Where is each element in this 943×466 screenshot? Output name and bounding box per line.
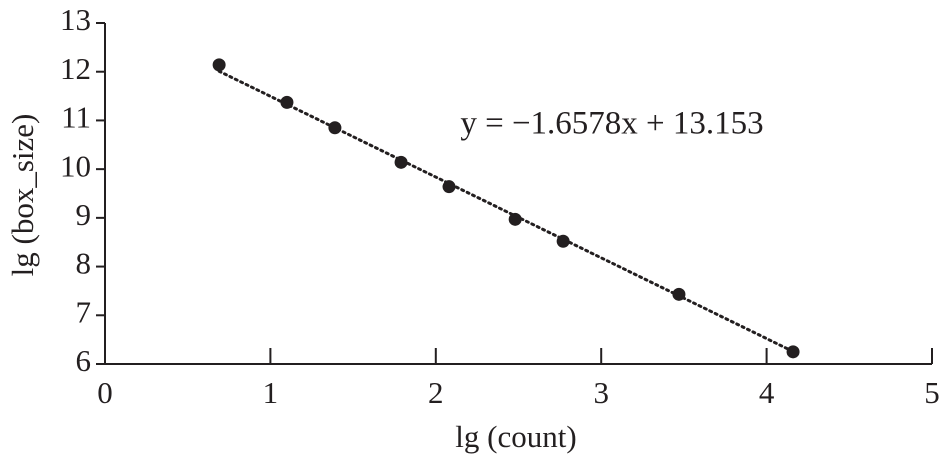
y-axis-label: lg (box_size)	[5, 114, 40, 277]
y-tick-label: 7	[76, 294, 92, 329]
y-tick-label: 10	[60, 148, 91, 183]
trendline	[217, 69, 795, 354]
x-tick-label: 5	[924, 375, 940, 410]
point	[442, 180, 456, 194]
y-tick-label: 6	[76, 343, 92, 378]
y-tick-label: 12	[60, 51, 91, 86]
y-tick-label: 8	[76, 246, 92, 281]
x-tick-label: 4	[759, 375, 775, 410]
x-tick-label: 0	[97, 375, 113, 410]
y-tick-label: 13	[60, 2, 91, 37]
point	[212, 58, 226, 72]
point	[328, 121, 342, 135]
trendline-equation: y = −1.6578x + 13.153	[460, 106, 763, 142]
x-axis-label: lg (count)	[455, 419, 576, 454]
point	[556, 234, 570, 248]
y-tick-label: 11	[61, 100, 91, 135]
point	[786, 345, 800, 359]
x-tick-label: 3	[593, 375, 609, 410]
y-tick-label: 9	[76, 197, 92, 232]
x-tick-label: 1	[263, 375, 279, 410]
point	[394, 155, 408, 169]
x-tick-label: 2	[428, 375, 444, 410]
point	[672, 287, 686, 301]
point	[508, 212, 522, 226]
point	[280, 95, 294, 109]
